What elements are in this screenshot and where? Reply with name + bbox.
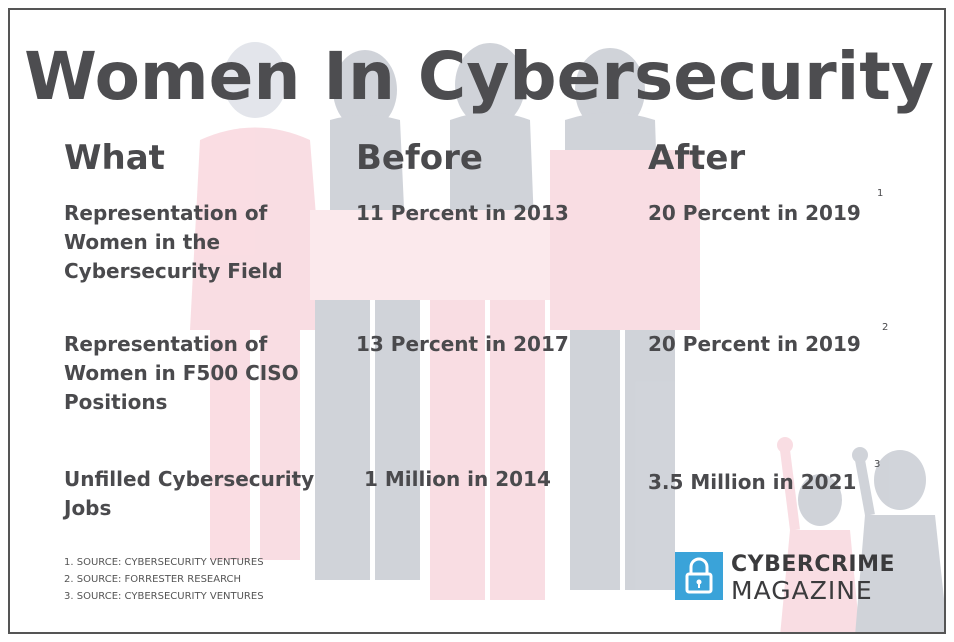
row-3-before: 1 Million in 2014: [364, 467, 551, 491]
source-3: 3. SOURCE: CYBERSECURITY VENTURES: [64, 591, 264, 602]
page-title: Women In Cybersecurity: [24, 38, 934, 115]
sources-list: 1. SOURCE: CYBERSECURITY VENTURES 2. SOU…: [64, 554, 264, 605]
row-2-footnote-marker: 2: [882, 322, 889, 333]
row-3-footnote-marker: 3: [874, 459, 881, 470]
padlock-icon: [675, 552, 723, 600]
column-header-before: Before: [356, 138, 483, 178]
source-2: 2. SOURCE: FORRESTER RESEARCH: [64, 574, 242, 585]
logo-line-2: MAGAZINE: [731, 576, 873, 605]
row-1-before: 11 Percent in 2013: [356, 201, 569, 225]
row-2-before: 13 Percent in 2017: [356, 332, 569, 356]
column-header-what: What: [64, 138, 165, 178]
row-1-after: 20 Percent in 2019: [648, 201, 861, 225]
row-1-footnote-marker: 1: [877, 188, 884, 199]
row-2-what: Representation of Women in F500 CISO Pos…: [64, 332, 299, 414]
women-illustration: [10, 10, 944, 632]
logo-line-1: CYBERCRIME: [731, 552, 896, 577]
infographic-frame: Women In Cybersecurity What Before After…: [8, 8, 946, 634]
row-3-what: Unfilled Cybersecurity Jobs: [64, 467, 315, 520]
row-2-after: 20 Percent in 2019: [648, 332, 861, 356]
column-header-after: After: [648, 138, 746, 178]
row-3-after: 3.5 Million in 2021: [648, 470, 857, 494]
source-1: 1. SOURCE: CYBERSECURITY VENTURES: [64, 557, 264, 568]
cybercrime-magazine-logo: CYBERCRIME MAGAZINE: [675, 552, 905, 605]
row-1-what: Representation of Women in the Cybersecu…: [64, 201, 283, 283]
